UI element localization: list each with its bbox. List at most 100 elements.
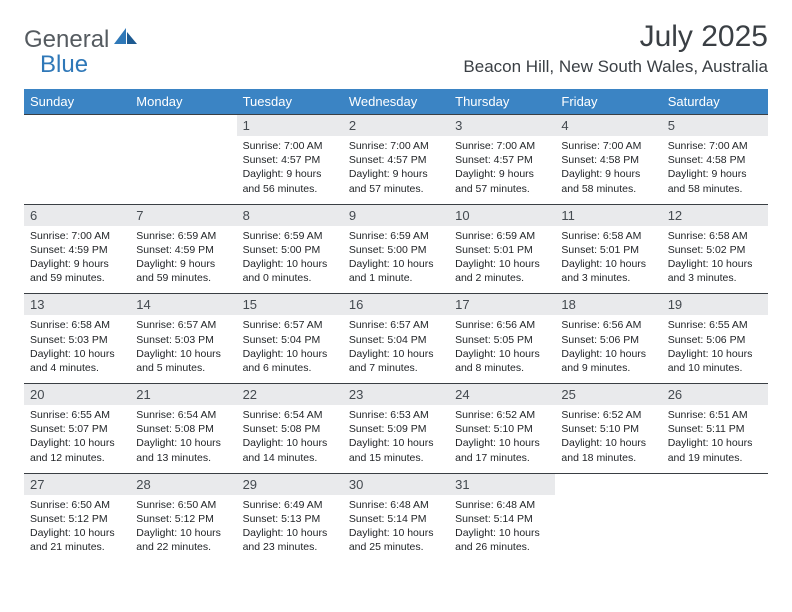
sunset-line: Sunset: 4:57 PM [243, 153, 337, 167]
day-number-cell: 13 [24, 294, 130, 316]
day-content-cell [555, 495, 661, 563]
weekday-header: Tuesday [237, 89, 343, 115]
day-number-cell: 31 [449, 473, 555, 495]
sunrise-line: Sunrise: 6:57 AM [136, 318, 230, 332]
day-number-cell: 27 [24, 473, 130, 495]
sunset-line: Sunset: 5:06 PM [561, 333, 655, 347]
day-number-cell: 6 [24, 204, 130, 226]
sunrise-line: Sunrise: 7:00 AM [243, 139, 337, 153]
day-number-cell: 21 [130, 384, 236, 406]
sunrise-line: Sunrise: 6:48 AM [455, 498, 549, 512]
daylight-line: Daylight: 10 hours and 18 minutes. [561, 436, 655, 464]
daylight-line: Daylight: 10 hours and 17 minutes. [455, 436, 549, 464]
sunrise-line: Sunrise: 7:00 AM [349, 139, 443, 153]
sunset-line: Sunset: 5:08 PM [136, 422, 230, 436]
daylight-line: Daylight: 9 hours and 59 minutes. [30, 257, 124, 285]
calendar-table: SundayMondayTuesdayWednesdayThursdayFrid… [24, 89, 768, 563]
day-number-cell: 17 [449, 294, 555, 316]
day-number-cell: 16 [343, 294, 449, 316]
sunrise-line: Sunrise: 6:50 AM [30, 498, 124, 512]
day-content-row: Sunrise: 6:55 AMSunset: 5:07 PMDaylight:… [24, 405, 768, 473]
day-content-cell: Sunrise: 7:00 AMSunset: 4:57 PMDaylight:… [237, 136, 343, 204]
day-number-cell: 14 [130, 294, 236, 316]
day-content-cell: Sunrise: 6:55 AMSunset: 5:06 PMDaylight:… [662, 315, 768, 383]
sunset-line: Sunset: 5:06 PM [668, 333, 762, 347]
day-number-cell: 8 [237, 204, 343, 226]
daylight-line: Daylight: 10 hours and 22 minutes. [136, 526, 230, 554]
weekday-header: Wednesday [343, 89, 449, 115]
sunset-line: Sunset: 4:58 PM [668, 153, 762, 167]
day-content-cell: Sunrise: 7:00 AMSunset: 4:59 PMDaylight:… [24, 226, 130, 294]
sunrise-line: Sunrise: 6:56 AM [561, 318, 655, 332]
weekday-header-row: SundayMondayTuesdayWednesdayThursdayFrid… [24, 89, 768, 115]
day-content-cell: Sunrise: 6:58 AMSunset: 5:03 PMDaylight:… [24, 315, 130, 383]
day-number-row: 20212223242526 [24, 384, 768, 406]
day-number-cell: 10 [449, 204, 555, 226]
sunset-line: Sunset: 5:08 PM [243, 422, 337, 436]
sunset-line: Sunset: 5:12 PM [30, 512, 124, 526]
daylight-line: Daylight: 10 hours and 10 minutes. [668, 347, 762, 375]
day-number-cell: 20 [24, 384, 130, 406]
sunrise-line: Sunrise: 6:58 AM [668, 229, 762, 243]
day-number-cell: 12 [662, 204, 768, 226]
day-number-cell: 22 [237, 384, 343, 406]
daylight-line: Daylight: 10 hours and 7 minutes. [349, 347, 443, 375]
sunrise-line: Sunrise: 7:00 AM [561, 139, 655, 153]
daylight-line: Daylight: 10 hours and 14 minutes. [243, 436, 337, 464]
sunset-line: Sunset: 5:13 PM [243, 512, 337, 526]
day-number-row: 12345 [24, 115, 768, 137]
day-content-cell: Sunrise: 7:00 AMSunset: 4:58 PMDaylight:… [662, 136, 768, 204]
day-content-cell: Sunrise: 6:52 AMSunset: 5:10 PMDaylight:… [449, 405, 555, 473]
daylight-line: Daylight: 9 hours and 58 minutes. [668, 167, 762, 195]
day-content-cell: Sunrise: 6:52 AMSunset: 5:10 PMDaylight:… [555, 405, 661, 473]
sunset-line: Sunset: 4:58 PM [561, 153, 655, 167]
daylight-line: Daylight: 10 hours and 6 minutes. [243, 347, 337, 375]
daylight-line: Daylight: 10 hours and 5 minutes. [136, 347, 230, 375]
logo-text-blue: Blue [40, 51, 88, 79]
daylight-line: Daylight: 10 hours and 9 minutes. [561, 347, 655, 375]
day-number-cell: 30 [343, 473, 449, 495]
day-content-cell: Sunrise: 6:58 AMSunset: 5:02 PMDaylight:… [662, 226, 768, 294]
daylight-line: Daylight: 10 hours and 23 minutes. [243, 526, 337, 554]
daylight-line: Daylight: 10 hours and 12 minutes. [30, 436, 124, 464]
sunset-line: Sunset: 5:12 PM [136, 512, 230, 526]
daylight-line: Daylight: 10 hours and 25 minutes. [349, 526, 443, 554]
day-content-cell: Sunrise: 6:59 AMSunset: 5:00 PMDaylight:… [237, 226, 343, 294]
day-content-cell [24, 136, 130, 204]
sunset-line: Sunset: 5:03 PM [136, 333, 230, 347]
sunrise-line: Sunrise: 6:53 AM [349, 408, 443, 422]
day-number-cell: 19 [662, 294, 768, 316]
day-number-cell: 11 [555, 204, 661, 226]
daylight-line: Daylight: 10 hours and 8 minutes. [455, 347, 549, 375]
day-number-cell [130, 115, 236, 137]
daylight-line: Daylight: 10 hours and 26 minutes. [455, 526, 549, 554]
day-number-cell: 9 [343, 204, 449, 226]
sunrise-line: Sunrise: 6:58 AM [561, 229, 655, 243]
day-number-cell [662, 473, 768, 495]
sunset-line: Sunset: 5:00 PM [349, 243, 443, 257]
day-content-cell: Sunrise: 6:59 AMSunset: 5:00 PMDaylight:… [343, 226, 449, 294]
day-content-cell: Sunrise: 6:57 AMSunset: 5:04 PMDaylight:… [343, 315, 449, 383]
sunset-line: Sunset: 5:07 PM [30, 422, 124, 436]
day-number-cell [555, 473, 661, 495]
daylight-line: Daylight: 9 hours and 56 minutes. [243, 167, 337, 195]
daylight-line: Daylight: 10 hours and 3 minutes. [561, 257, 655, 285]
day-content-cell: Sunrise: 6:57 AMSunset: 5:04 PMDaylight:… [237, 315, 343, 383]
sunset-line: Sunset: 5:10 PM [455, 422, 549, 436]
sunrise-line: Sunrise: 6:57 AM [349, 318, 443, 332]
daylight-line: Daylight: 9 hours and 57 minutes. [349, 167, 443, 195]
sunrise-line: Sunrise: 6:48 AM [349, 498, 443, 512]
day-content-cell: Sunrise: 6:54 AMSunset: 5:08 PMDaylight:… [237, 405, 343, 473]
day-number-cell [24, 115, 130, 137]
day-content-cell: Sunrise: 7:00 AMSunset: 4:58 PMDaylight:… [555, 136, 661, 204]
day-number-cell: 7 [130, 204, 236, 226]
sunrise-line: Sunrise: 6:54 AM [243, 408, 337, 422]
sunrise-line: Sunrise: 6:57 AM [243, 318, 337, 332]
sunrise-line: Sunrise: 6:55 AM [30, 408, 124, 422]
day-number-cell: 2 [343, 115, 449, 137]
sunrise-line: Sunrise: 6:59 AM [243, 229, 337, 243]
day-number-cell: 28 [130, 473, 236, 495]
weekday-header: Thursday [449, 89, 555, 115]
sunset-line: Sunset: 5:14 PM [349, 512, 443, 526]
title-block: July 2025 Beacon Hill, New South Wales, … [463, 20, 768, 77]
